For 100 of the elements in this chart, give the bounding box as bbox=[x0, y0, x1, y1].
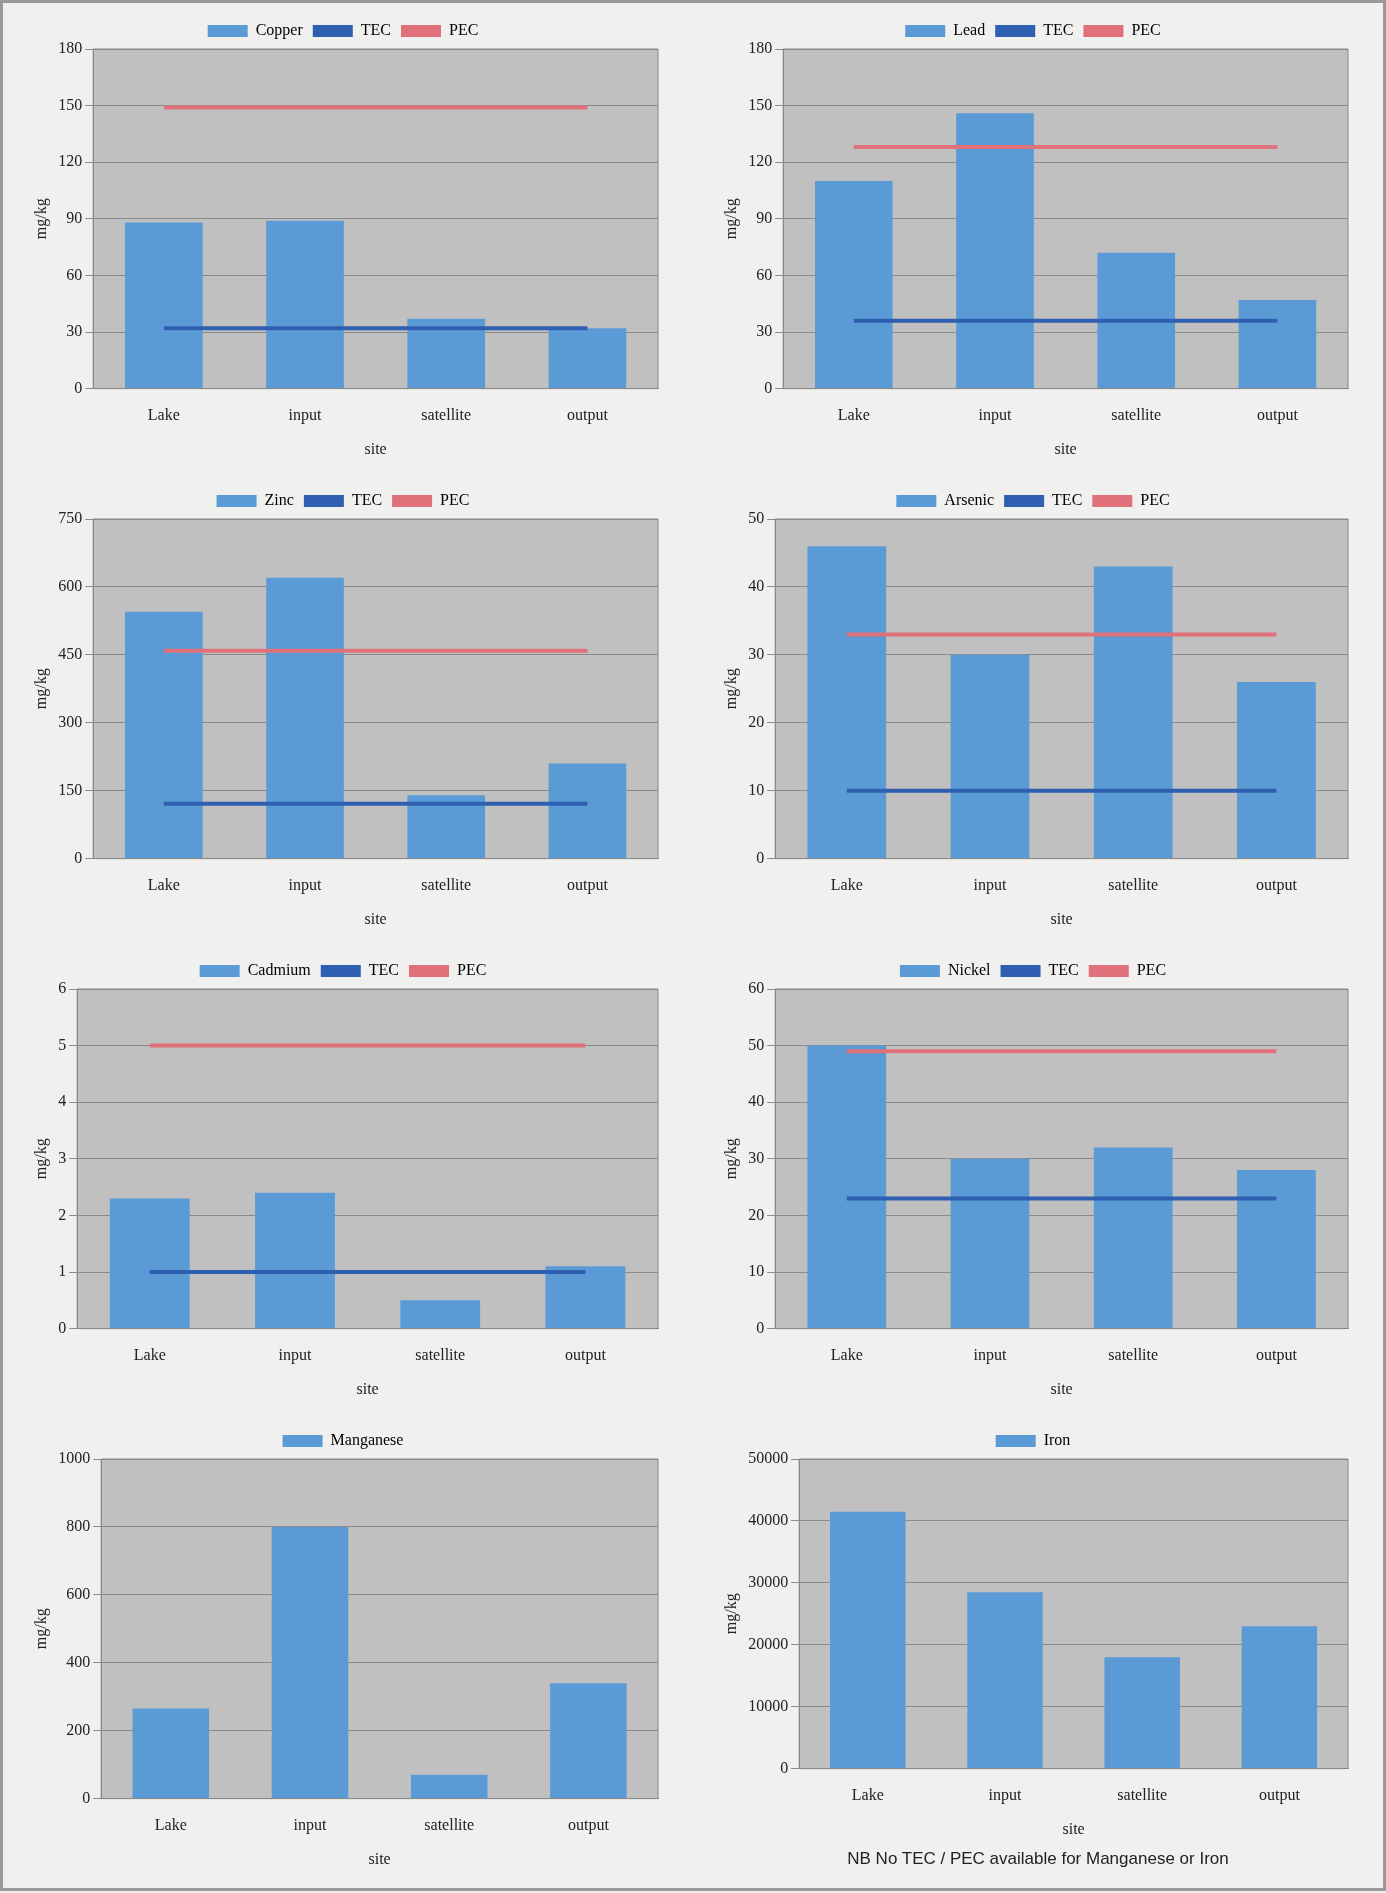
y-tick-label: 60 bbox=[66, 265, 83, 283]
y-tick-label: 0 bbox=[82, 1788, 91, 1806]
text: NB No TEC / PEC available for Manganese or Iron bbox=[846, 1849, 1230, 1869]
y-tick-label: 4 bbox=[58, 1092, 67, 1110]
x-tick-label: output bbox=[1255, 876, 1298, 895]
bar bbox=[956, 113, 1034, 389]
y-tick-label: 150 bbox=[58, 780, 83, 798]
y-tick-label: 0 bbox=[58, 1318, 67, 1336]
bar bbox=[1093, 1147, 1173, 1329]
y-tick-label: 10000 bbox=[748, 1696, 789, 1714]
x-tick-label: satellite bbox=[424, 1816, 475, 1834]
x-tick-label: output bbox=[1256, 406, 1299, 425]
x-tick-label: Lake bbox=[830, 876, 863, 894]
x-axis-title: site bbox=[1062, 1819, 1085, 1837]
y-tick-label: 50 bbox=[748, 1035, 765, 1053]
y-tick-label: 30 bbox=[748, 645, 765, 663]
y-tick-label: 60 bbox=[756, 265, 773, 283]
bar bbox=[266, 577, 344, 859]
x-axis-title: site bbox=[364, 439, 387, 457]
x-tick-label: input bbox=[973, 1346, 1007, 1365]
x-tick-label: input bbox=[288, 876, 322, 895]
x-tick-label: satellite bbox=[1108, 1346, 1159, 1364]
bar bbox=[1104, 1657, 1180, 1769]
x-tick-label: satellite bbox=[1111, 406, 1162, 424]
legend-label: TEC bbox=[1052, 491, 1083, 509]
x-tick-label: satellite bbox=[421, 406, 472, 424]
bar bbox=[124, 222, 203, 389]
bar bbox=[410, 1774, 488, 1799]
legend-label: TEC bbox=[368, 961, 399, 979]
legend-label: Lead bbox=[953, 21, 986, 39]
bar bbox=[271, 1526, 349, 1799]
y-tick-label: 60 bbox=[748, 979, 765, 997]
y-tick-label: 800 bbox=[66, 1517, 91, 1535]
x-tick-label: satellite bbox=[415, 1346, 466, 1364]
y-tick-label: 6 bbox=[58, 979, 67, 997]
x-axis-title: site bbox=[1050, 1379, 1073, 1397]
bar bbox=[1097, 252, 1176, 389]
x-tick-label: Lake bbox=[830, 1346, 863, 1364]
bar bbox=[400, 1300, 481, 1329]
y-tick-label: 30 bbox=[66, 322, 83, 340]
y-tick-label: 0 bbox=[74, 848, 83, 866]
bar bbox=[1237, 1170, 1316, 1329]
bar bbox=[545, 1266, 626, 1329]
legend-label: PEC bbox=[456, 961, 487, 979]
bar bbox=[548, 328, 627, 389]
x-axis-title: site bbox=[364, 909, 387, 927]
x-tick-label: Lake bbox=[133, 1346, 166, 1364]
y-tick-label: 120 bbox=[58, 152, 83, 170]
y-tick-label: 200 bbox=[66, 1720, 91, 1738]
x-tick-label: satellite bbox=[1117, 1786, 1168, 1804]
y-tick-label: 3 bbox=[58, 1149, 67, 1166]
y-tick-label: 600 bbox=[66, 1585, 91, 1603]
bar bbox=[407, 318, 486, 389]
y-tick-label: 0 bbox=[756, 848, 765, 866]
y-tick-label: 1000 bbox=[58, 1449, 91, 1467]
legend-label: Copper bbox=[255, 21, 304, 40]
y-tick-label: 0 bbox=[780, 1758, 789, 1776]
y-tick-label: 40000 bbox=[748, 1511, 789, 1529]
legend-label: TEC bbox=[1048, 961, 1079, 979]
x-tick-label: input bbox=[288, 406, 322, 425]
bar bbox=[109, 1198, 190, 1329]
x-tick-label: output bbox=[567, 1816, 610, 1835]
x-tick-label: input bbox=[978, 406, 1012, 425]
y-axis-title: mg/kg bbox=[31, 198, 50, 240]
y-tick-label: 10 bbox=[748, 780, 765, 798]
legend-label: Cadmium bbox=[247, 961, 312, 979]
y-tick-label: 450 bbox=[58, 645, 83, 663]
bar bbox=[830, 1511, 906, 1769]
y-axis-title: mg/kg bbox=[721, 1593, 740, 1635]
y-tick-label: 180 bbox=[748, 39, 773, 57]
legend-label: PEC bbox=[1131, 21, 1161, 39]
y-tick-label: 150 bbox=[58, 95, 83, 113]
y-axis-title: mg/kg bbox=[721, 668, 740, 710]
legend-label: Iron bbox=[1043, 1431, 1071, 1449]
legend-label: TEC bbox=[360, 21, 391, 39]
bar bbox=[807, 1045, 887, 1329]
bar bbox=[548, 763, 627, 859]
bar bbox=[407, 795, 486, 859]
bar bbox=[1093, 566, 1173, 859]
y-tick-label: 50000 bbox=[748, 1449, 789, 1467]
x-tick-label: output bbox=[566, 406, 609, 425]
x-tick-label: input bbox=[278, 1346, 312, 1365]
y-tick-label: 120 bbox=[748, 152, 773, 170]
bar bbox=[132, 1708, 210, 1799]
x-axis-title: site bbox=[356, 1379, 379, 1397]
x-tick-label: input bbox=[988, 1786, 1022, 1805]
x-tick-label: output bbox=[1258, 1786, 1301, 1805]
y-tick-label: 2 bbox=[58, 1205, 67, 1223]
y-axis-title: mg/kg bbox=[721, 1138, 740, 1180]
x-tick-label: input bbox=[973, 876, 1007, 895]
y-tick-label: 750 bbox=[58, 509, 83, 527]
x-tick-label: Lake bbox=[851, 1786, 884, 1804]
y-axis-title: mg/kg bbox=[721, 198, 740, 240]
bar bbox=[1237, 682, 1316, 859]
y-tick-label: 0 bbox=[756, 1318, 765, 1336]
bar bbox=[1241, 1626, 1318, 1769]
legend-label: PEC bbox=[448, 21, 479, 39]
x-tick-label: Lake bbox=[837, 406, 870, 424]
x-tick-label: output bbox=[566, 876, 609, 895]
y-tick-label: 600 bbox=[58, 577, 83, 595]
